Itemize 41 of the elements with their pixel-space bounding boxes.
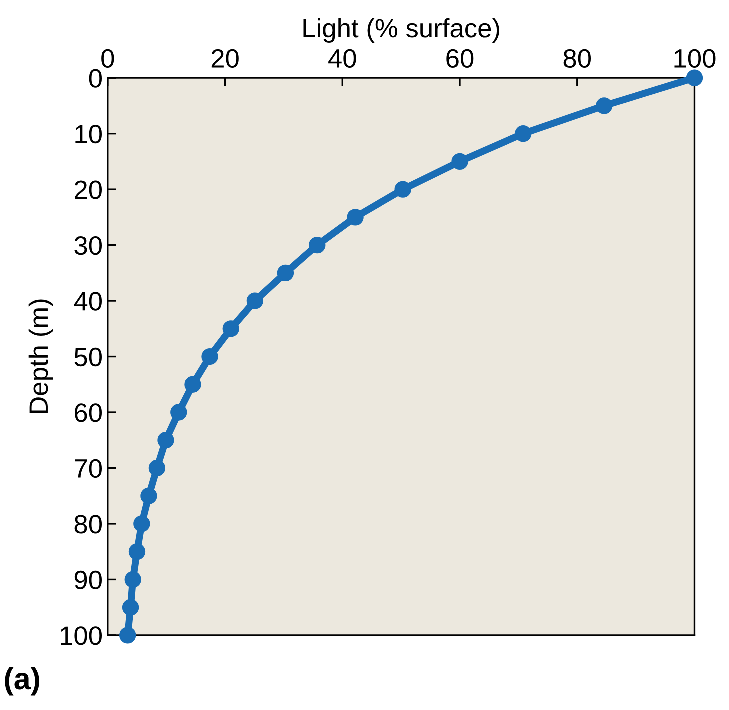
point	[158, 432, 174, 449]
point	[202, 348, 218, 366]
y-tick-label: 60	[75, 404, 102, 422]
y-tick-label: 10	[76, 124, 102, 144]
text: (a)	[5, 667, 40, 696]
y-tick-label: 30	[74, 236, 102, 256]
x-axis-title: Light (% surface)	[304, 18, 500, 44]
point	[124, 571, 142, 588]
x-tick-label: 0	[102, 49, 114, 68]
point	[309, 236, 326, 254]
x-tick-label: 60	[446, 49, 474, 68]
x-tick-label: 40	[328, 49, 356, 68]
point	[596, 98, 613, 114]
x-tick-label: 100	[674, 49, 716, 68]
point	[184, 376, 202, 393]
point	[140, 488, 158, 504]
point	[452, 153, 468, 170]
y-tick-label: 0	[89, 69, 102, 88]
y-tick-label: 100	[61, 626, 102, 646]
point	[686, 70, 704, 86]
point	[222, 320, 240, 338]
x-tick-label: 80	[564, 49, 592, 68]
point	[122, 599, 140, 616]
point	[515, 126, 532, 142]
y-tick-label: 50	[74, 348, 102, 367]
point	[246, 292, 264, 310]
point	[170, 404, 188, 421]
y-tick-label: 90	[74, 570, 102, 590]
y-tick-label: 80	[74, 515, 102, 534]
point	[277, 264, 294, 282]
point	[148, 460, 166, 477]
y-axis-title: Depth (m)	[28, 300, 54, 414]
point	[134, 516, 150, 532]
point	[120, 627, 136, 644]
y-tick-label: 70	[75, 459, 102, 478]
point	[394, 181, 412, 198]
x-tick-label: 20	[212, 49, 239, 68]
point	[128, 544, 146, 560]
y-tick-label: 40	[74, 292, 102, 311]
point	[347, 209, 364, 226]
y-tick-label: 20	[75, 180, 102, 200]
